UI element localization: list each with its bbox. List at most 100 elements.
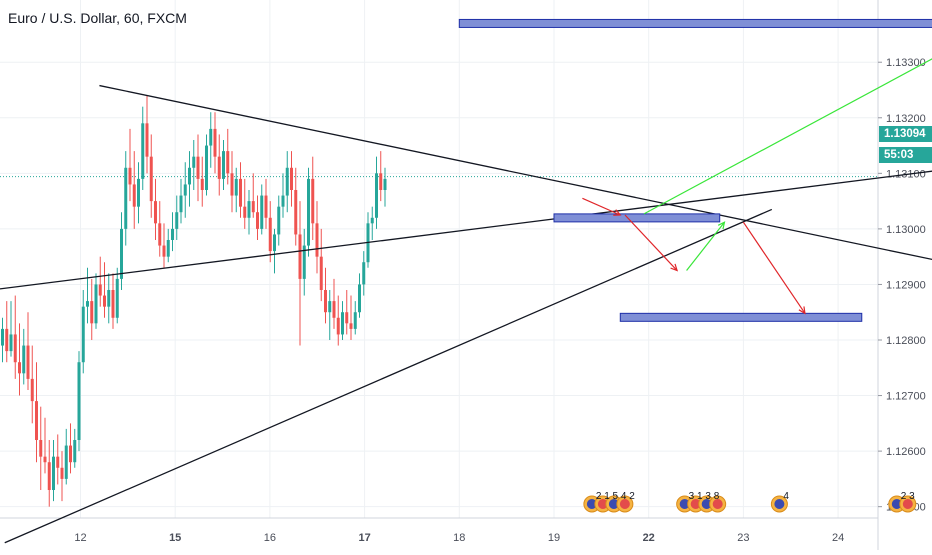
candle-body[interactable] bbox=[345, 312, 349, 324]
candle-body[interactable] bbox=[205, 145, 208, 190]
candle-body[interactable] bbox=[358, 284, 361, 313]
candle-body[interactable] bbox=[35, 401, 38, 440]
candle-body[interactable] bbox=[379, 173, 383, 190]
candle-body[interactable] bbox=[311, 178, 315, 224]
candle-body[interactable] bbox=[128, 167, 132, 185]
candle-body[interactable] bbox=[213, 128, 217, 157]
candle-body[interactable] bbox=[171, 228, 174, 240]
candle-body[interactable] bbox=[234, 178, 238, 196]
candle-body[interactable] bbox=[30, 378, 34, 402]
candle-body[interactable] bbox=[256, 212, 259, 229]
candle-body[interactable] bbox=[90, 301, 94, 324]
target-zone-rect[interactable] bbox=[458, 18, 932, 28]
candle-body[interactable] bbox=[196, 156, 200, 179]
candle-body[interactable] bbox=[192, 156, 196, 168]
candle-body[interactable] bbox=[362, 262, 366, 285]
candle-body[interactable] bbox=[22, 345, 26, 374]
candle-body[interactable] bbox=[86, 301, 89, 307]
candle-body[interactable] bbox=[60, 467, 64, 479]
candle-body[interactable] bbox=[239, 178, 242, 207]
candle-body[interactable] bbox=[149, 156, 153, 202]
candle-body[interactable] bbox=[115, 278, 119, 318]
candle-body[interactable] bbox=[103, 295, 106, 307]
candle-body[interactable] bbox=[98, 284, 102, 296]
candle-body[interactable] bbox=[341, 312, 344, 335]
candle-body[interactable] bbox=[69, 445, 72, 463]
target-zone-rect[interactable] bbox=[619, 312, 863, 322]
candle-body[interactable] bbox=[226, 151, 230, 174]
projection-arrow[interactable] bbox=[742, 221, 806, 314]
candle-body[interactable] bbox=[52, 456, 55, 490]
projection-arrow[interactable] bbox=[582, 197, 621, 216]
candle-body[interactable] bbox=[9, 334, 13, 352]
candle-body[interactable] bbox=[251, 201, 255, 213]
candle-body[interactable] bbox=[39, 440, 43, 457]
candle-body[interactable] bbox=[141, 123, 145, 179]
candle-body[interactable] bbox=[47, 462, 51, 490]
candle-body[interactable] bbox=[328, 301, 332, 313]
candle-body[interactable] bbox=[264, 195, 268, 218]
candle-body[interactable] bbox=[158, 223, 162, 246]
candle-body[interactable] bbox=[120, 228, 123, 279]
candle-body[interactable] bbox=[375, 173, 378, 218]
candle-body[interactable] bbox=[209, 128, 213, 146]
candle-body[interactable] bbox=[336, 317, 340, 335]
candle-body[interactable] bbox=[132, 184, 136, 207]
candle-body[interactable] bbox=[73, 440, 77, 463]
candle-body[interactable] bbox=[81, 306, 85, 363]
candle-body[interactable] bbox=[302, 245, 306, 279]
projection-arrow[interactable] bbox=[643, 48, 932, 215]
candle-body[interactable] bbox=[285, 167, 289, 196]
candle-body[interactable] bbox=[124, 167, 128, 229]
candle-body[interactable] bbox=[154, 201, 157, 224]
candle-body[interactable] bbox=[260, 195, 264, 229]
candle-body[interactable] bbox=[281, 195, 285, 207]
candle-body[interactable] bbox=[94, 284, 98, 324]
candle-body[interactable] bbox=[353, 312, 357, 329]
candle-body[interactable] bbox=[298, 234, 302, 279]
candle-body[interactable] bbox=[13, 334, 17, 363]
candle-body[interactable] bbox=[332, 301, 336, 318]
candle-body[interactable] bbox=[217, 156, 221, 179]
trendline[interactable] bbox=[99, 84, 932, 288]
trendline[interactable] bbox=[4, 208, 773, 544]
candle-body[interactable] bbox=[383, 178, 387, 190]
candle-body[interactable] bbox=[107, 290, 111, 307]
candle-body[interactable] bbox=[188, 167, 191, 185]
candle-body[interactable] bbox=[137, 178, 140, 207]
candle-body[interactable] bbox=[5, 328, 9, 352]
projection-arrow[interactable] bbox=[624, 214, 678, 271]
trendline[interactable] bbox=[0, 170, 932, 290]
candle-body[interactable] bbox=[64, 445, 68, 479]
candle-body[interactable] bbox=[18, 362, 21, 374]
candle-body[interactable] bbox=[175, 212, 179, 229]
candle-body[interactable] bbox=[349, 323, 353, 329]
candle-body[interactable] bbox=[277, 206, 281, 235]
candle-body[interactable] bbox=[200, 178, 204, 190]
candle-body[interactable] bbox=[77, 362, 81, 440]
candle-body[interactable] bbox=[290, 167, 293, 190]
candle-body[interactable] bbox=[319, 256, 323, 290]
candle-body[interactable] bbox=[247, 201, 251, 218]
candle-body[interactable] bbox=[230, 173, 234, 196]
candle-body[interactable] bbox=[370, 217, 374, 224]
candle-body[interactable] bbox=[183, 184, 187, 196]
candle-body[interactable] bbox=[324, 290, 327, 313]
target-zone-rect[interactable] bbox=[553, 213, 721, 223]
projection-arrow[interactable] bbox=[686, 221, 725, 271]
candle-body[interactable] bbox=[56, 456, 60, 468]
candle-body[interactable] bbox=[179, 195, 183, 213]
candle-body[interactable] bbox=[145, 123, 149, 157]
candle-body[interactable] bbox=[273, 234, 276, 252]
candle-body[interactable] bbox=[111, 290, 115, 318]
candle-body[interactable] bbox=[294, 190, 298, 235]
candle-body[interactable] bbox=[222, 151, 225, 179]
candle-body[interactable] bbox=[243, 206, 247, 218]
candle-body[interactable] bbox=[268, 217, 272, 252]
candle-body[interactable] bbox=[1, 328, 4, 346]
candle-body[interactable] bbox=[315, 223, 319, 257]
candle-body[interactable] bbox=[162, 245, 166, 257]
candle-body[interactable] bbox=[43, 456, 47, 463]
candle-body[interactable] bbox=[307, 178, 310, 246]
